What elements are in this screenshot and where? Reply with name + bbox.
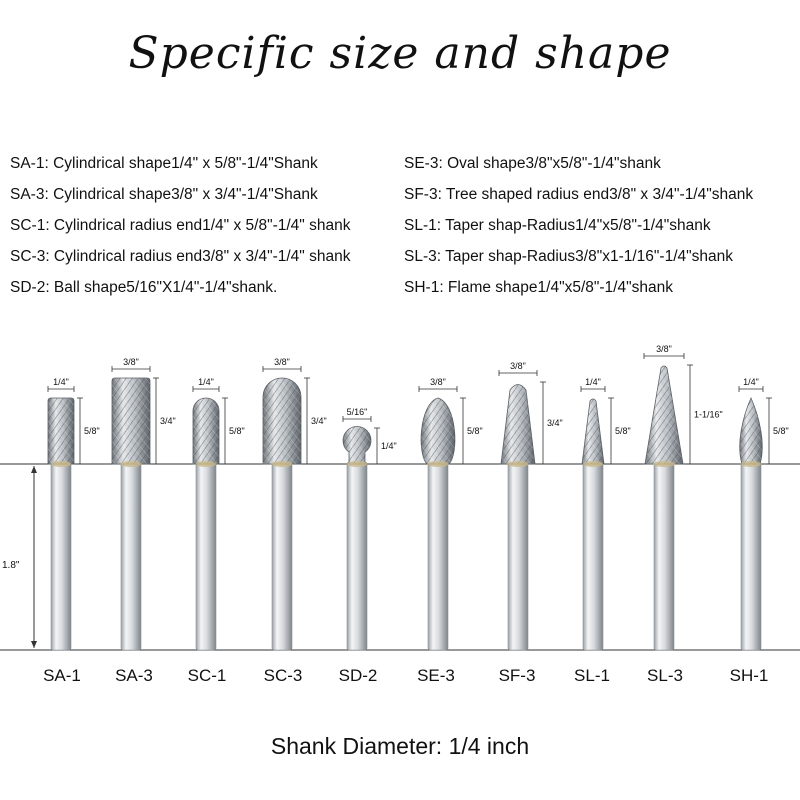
burr-sa-3: 3/8" 3/4" — [111, 357, 176, 651]
flute-highlight — [48, 398, 74, 464]
flute-highlight — [645, 366, 683, 464]
shank — [195, 461, 217, 651]
spec-list-left: SA-1: Cylindrical shape1/4" x 5/8"-1/4"S… — [10, 148, 350, 303]
height-label: 5/8" — [229, 426, 245, 436]
burr-label: SA-1 — [43, 666, 81, 685]
burr-label: SL-3 — [647, 666, 683, 685]
burr-label: SC-1 — [187, 666, 227, 685]
width-label: 3/8" — [510, 361, 526, 371]
burr-sa-1: 1/4" 5/8" — [47, 377, 100, 651]
spec-line: SE-3: Oval shape3/8"x5/8"-1/4"shank — [404, 155, 661, 172]
braze-joint — [653, 461, 675, 467]
shank — [346, 461, 368, 651]
burr-sf-3: 3/8" 3/4" — [498, 361, 563, 651]
spec-line: SC-1: Cylindrical radius end1/4" x 5/8"-… — [10, 217, 351, 234]
spec-line: SL-1: Taper shap-Radius1/4"x5/8"-1/4"sha… — [404, 217, 711, 234]
spec-line: SF-3: Tree shaped radius end3/8" x 3/4"-… — [404, 186, 754, 203]
burr-label: SC-3 — [263, 666, 303, 685]
shank — [50, 461, 72, 651]
shank — [271, 461, 293, 651]
height-label: 5/8" — [84, 426, 100, 436]
width-label: 3/8" — [656, 344, 672, 354]
burr-label: SD-2 — [338, 666, 378, 685]
braze-joint — [347, 461, 367, 467]
width-label: 1/4" — [743, 377, 759, 387]
flute-highlight — [421, 398, 455, 464]
burr-label: SL-1 — [574, 666, 610, 685]
height-label: 3/4" — [311, 416, 327, 426]
shank-length-label: 1.8" — [2, 560, 20, 571]
width-label: 3/8" — [123, 357, 139, 367]
burr-sl-1: 1/4" 5/8" — [580, 377, 631, 651]
burr-sc-1: 1/4" 5/8" — [192, 377, 245, 651]
spec-line: SA-3: Cylindrical shape3/8" x 3/4"-1/4"S… — [10, 186, 318, 203]
shank — [582, 461, 604, 651]
flute-highlight — [112, 378, 150, 464]
width-label: 1/4" — [53, 377, 69, 387]
width-label: 1/4" — [198, 377, 214, 387]
burr-se-3: 3/8" 5/8" — [418, 377, 483, 651]
width-label: 1/4" — [585, 377, 601, 387]
braze-joint — [507, 461, 529, 467]
height-label: 5/8" — [467, 426, 483, 436]
shank — [653, 461, 675, 651]
flute-highlight — [501, 384, 535, 464]
flute-highlight — [582, 399, 604, 464]
height-label: 5/8" — [773, 426, 789, 436]
height-label: 1/4" — [381, 441, 397, 451]
braze-joint — [741, 461, 761, 467]
burr-sl-3: 3/8" 1-1/16" — [643, 344, 723, 651]
burr-label: SH-1 — [729, 666, 769, 685]
burr-sd-2: 5/16" 1/4" — [342, 407, 397, 651]
flute-highlight — [193, 398, 219, 464]
height-label: 1-1/16" — [694, 410, 723, 420]
burr-label: SF-3 — [498, 666, 536, 685]
shank — [740, 461, 762, 651]
arrow-up-icon — [31, 466, 37, 473]
spec-line: SL-3: Taper shap-Radius3/8"x1-1/16"-1/4"… — [404, 248, 733, 265]
braze-joint — [427, 461, 449, 467]
braze-joint — [120, 461, 142, 467]
burr-sc-3: 3/8" 3/4" — [262, 357, 327, 651]
arrow-down-icon — [31, 641, 37, 648]
spec-line: SH-1: Flame shape1/4"x5/8"-1/4"shank — [404, 279, 673, 296]
burr-label: SE-3 — [417, 666, 455, 685]
flute-highlight — [342, 426, 371, 464]
page-title: Specific size and shape — [128, 28, 672, 79]
height-label: 5/8" — [615, 426, 631, 436]
flute-highlight — [263, 378, 301, 464]
height-label: 3/4" — [160, 416, 176, 426]
burr-sh-1: 1/4" 5/8" — [738, 377, 789, 651]
braze-joint — [271, 461, 293, 467]
width-label: 3/8" — [430, 377, 446, 387]
spec-line: SC-3: Cylindrical radius end3/8" x 3/4"-… — [10, 248, 351, 265]
shank — [120, 461, 142, 651]
flute-highlight — [739, 398, 763, 464]
shank — [507, 461, 529, 651]
burr-label: SA-3 — [115, 666, 153, 685]
spec-line: SA-1: Cylindrical shape1/4" x 5/8"-1/4"S… — [10, 155, 318, 172]
width-label: 3/8" — [274, 357, 290, 367]
spec-list-right: SE-3: Oval shape3/8"x5/8"-1/4"shank SF-3… — [404, 148, 753, 303]
spec-line: SD-2: Ball shape5/16"X1/4"-1/4"shank. — [10, 279, 278, 296]
braze-joint — [583, 461, 603, 467]
width-label: 5/16" — [347, 407, 368, 417]
shank — [427, 461, 449, 651]
shank-diameter-caption: Shank Diameter: 1/4 inch — [270, 733, 530, 759]
braze-joint — [196, 461, 216, 467]
height-label: 3/4" — [547, 418, 563, 428]
braze-joint — [51, 461, 71, 467]
